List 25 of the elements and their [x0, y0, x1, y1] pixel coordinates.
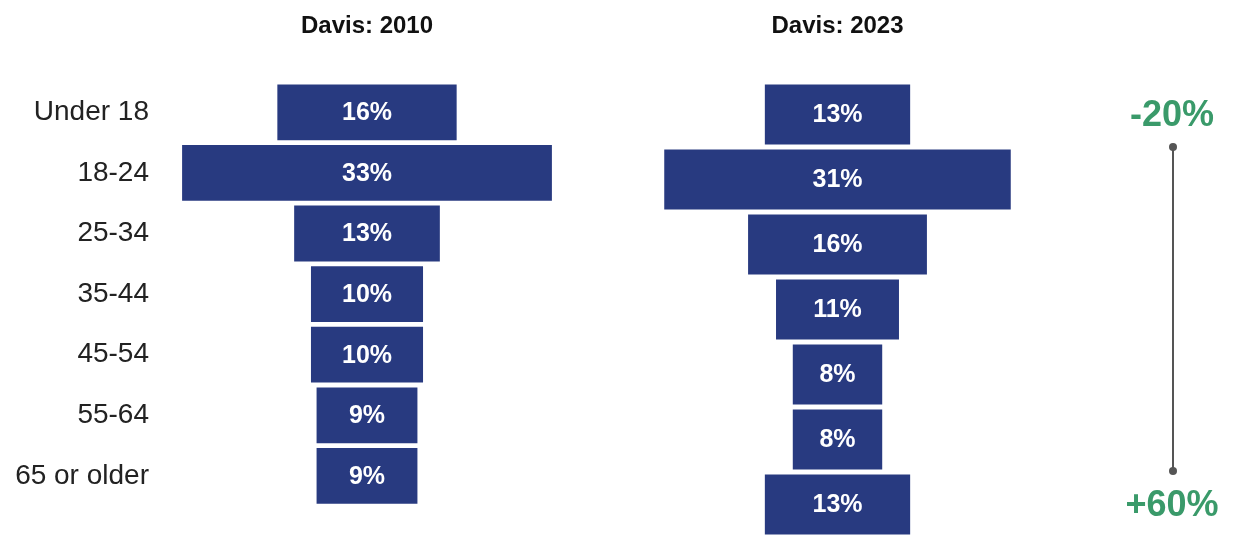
- data-label: 11%: [813, 294, 862, 323]
- category-label: 65 or older: [15, 458, 149, 490]
- data-label: 16%: [812, 229, 863, 258]
- data-label: 16%: [341, 97, 393, 126]
- text: Davis: 2023: [771, 10, 904, 38]
- text: +60%: [1125, 483, 1219, 525]
- data-label: 8%: [819, 359, 856, 388]
- category-label: 55-64: [77, 398, 149, 430]
- data-label: 33%: [341, 157, 393, 186]
- data-label: 13%: [341, 218, 393, 247]
- category-label: Under 18: [33, 95, 149, 127]
- data-label: 13%: [812, 489, 863, 518]
- data-label: 10%: [341, 339, 393, 368]
- category-label: 45-54: [77, 337, 149, 369]
- data-label: 9%: [348, 460, 386, 489]
- data-label: 31%: [812, 164, 863, 193]
- text: Davis: 2010: [300, 10, 434, 38]
- data-label: 9%: [348, 400, 386, 429]
- category-label: 25-34: [77, 216, 149, 248]
- category-label: 35-44: [77, 276, 149, 308]
- data-label: 13%: [812, 99, 863, 128]
- data-label: 8%: [819, 424, 856, 453]
- data-label: 10%: [341, 278, 393, 307]
- category-label: 18-24: [77, 155, 149, 187]
- text: -20%: [1129, 93, 1215, 135]
